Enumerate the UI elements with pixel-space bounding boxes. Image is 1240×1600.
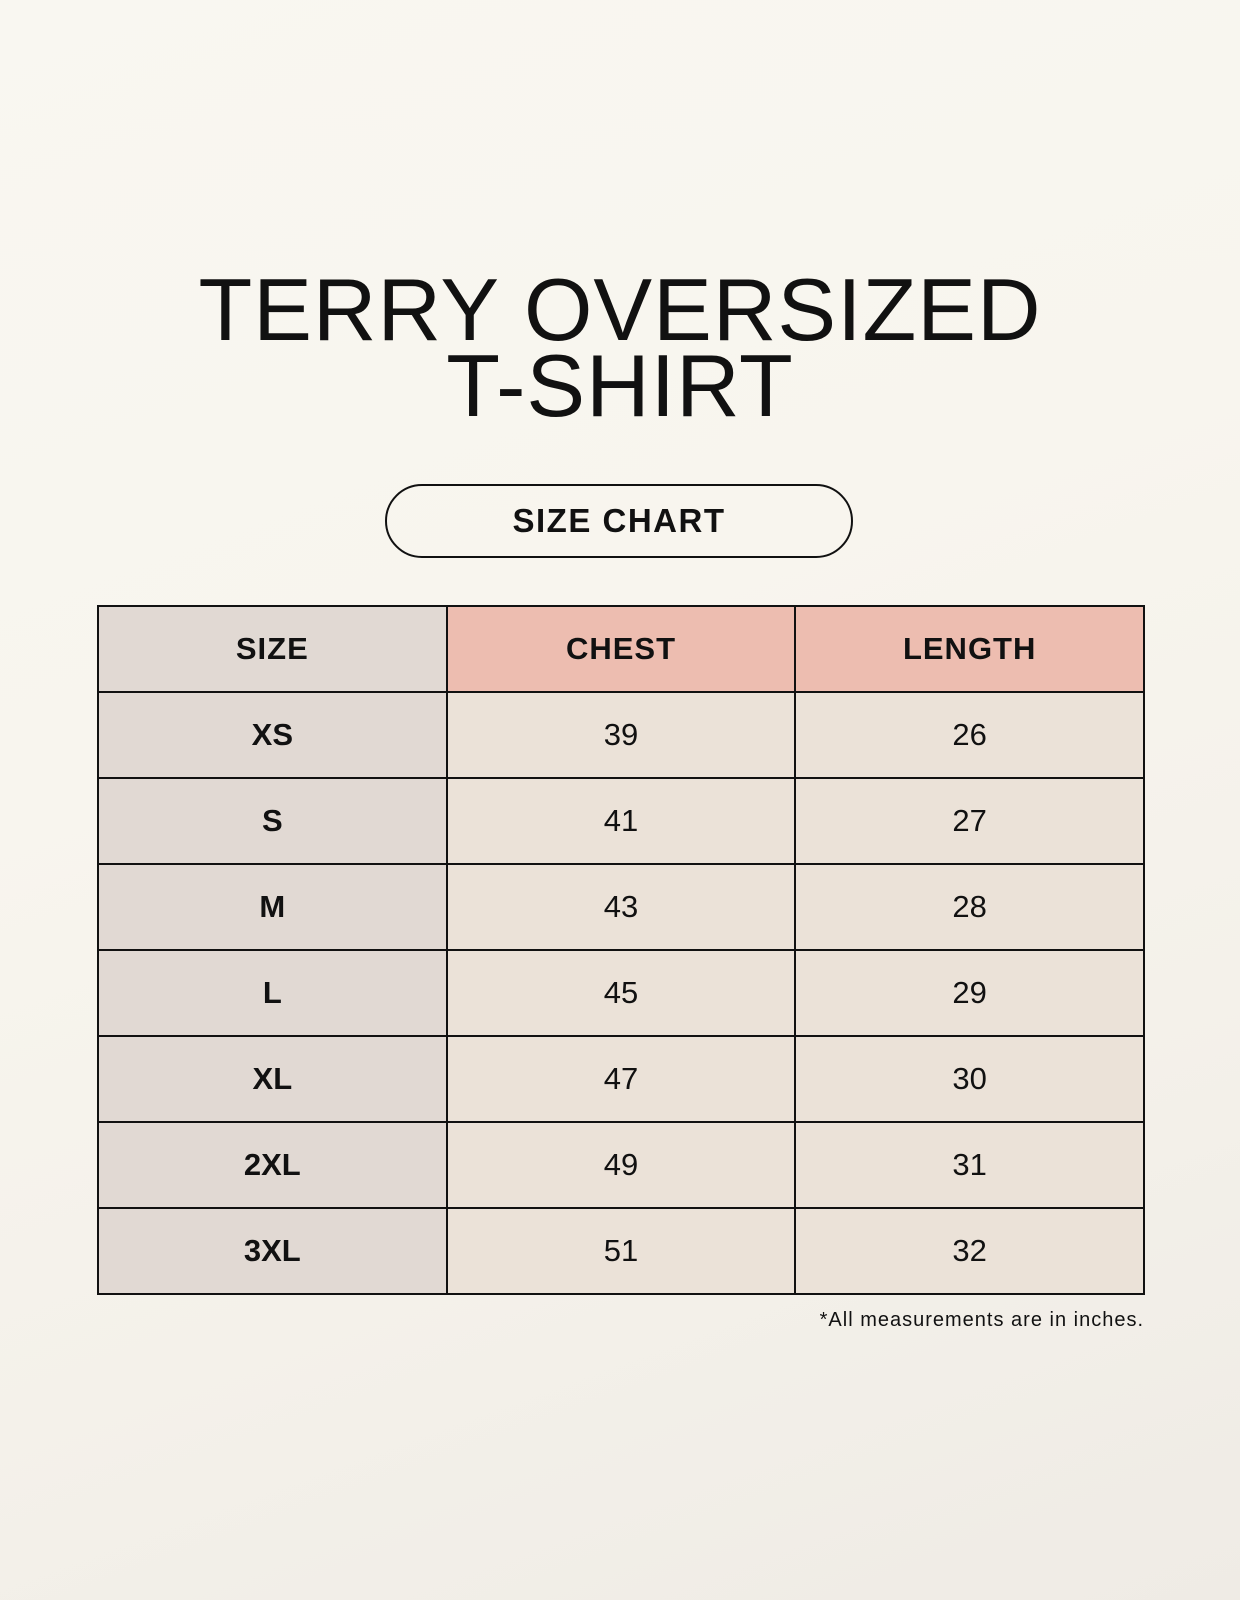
length-cell: 27: [794, 777, 1145, 865]
length-cell: 29: [794, 949, 1145, 1037]
length-cell: 31: [794, 1121, 1145, 1209]
table-row: M 43 28: [97, 863, 1145, 951]
chest-cell: 43: [445, 863, 797, 951]
table-row: S 41 27: [97, 777, 1145, 865]
chest-cell: 51: [445, 1207, 797, 1295]
title-line-1: TERRY OVERSIZED: [198, 260, 1042, 359]
table-row: 2XL 49 31: [97, 1121, 1145, 1209]
header-chest: CHEST: [445, 605, 797, 693]
size-cell: 3XL: [97, 1207, 448, 1295]
size-cell: M: [97, 863, 448, 951]
table-row: 3XL 51 32: [97, 1207, 1145, 1295]
header-row: SIZE CHEST LENGTH: [97, 605, 1145, 693]
page-title: TERRY OVERSIZED T-SHIRT: [0, 260, 1240, 435]
measurement-note: *All measurements are in inches.: [819, 1309, 1144, 1331]
header-size: SIZE: [97, 605, 448, 693]
header-length: LENGTH: [794, 605, 1145, 693]
size-chart-badge: SIZE CHART: [385, 484, 853, 558]
chest-cell: 39: [445, 691, 797, 779]
size-cell: XL: [97, 1035, 448, 1123]
size-table: SIZE CHEST LENGTH XS 39 26 S 41 27 M 43 28 L 45 29 X…: [97, 605, 1145, 1295]
length-cell: 28: [794, 863, 1145, 951]
table-row: L 45 29: [97, 949, 1145, 1037]
length-cell: 26: [794, 691, 1145, 779]
size-cell: S: [97, 777, 448, 865]
size-cell: XS: [97, 691, 448, 779]
size-cell: L: [97, 949, 448, 1037]
length-cell: 30: [794, 1035, 1145, 1123]
length-cell: 32: [794, 1207, 1145, 1295]
table-row: XL 47 30: [97, 1035, 1145, 1123]
chest-cell: 49: [445, 1121, 797, 1209]
chest-cell: 47: [445, 1035, 797, 1123]
chest-cell: 41: [445, 777, 797, 865]
table-row: XS 39 26: [97, 691, 1145, 779]
size-cell: 2XL: [97, 1121, 448, 1209]
chest-cell: 45: [445, 949, 797, 1037]
title-line-2: T-SHIRT: [446, 336, 794, 435]
